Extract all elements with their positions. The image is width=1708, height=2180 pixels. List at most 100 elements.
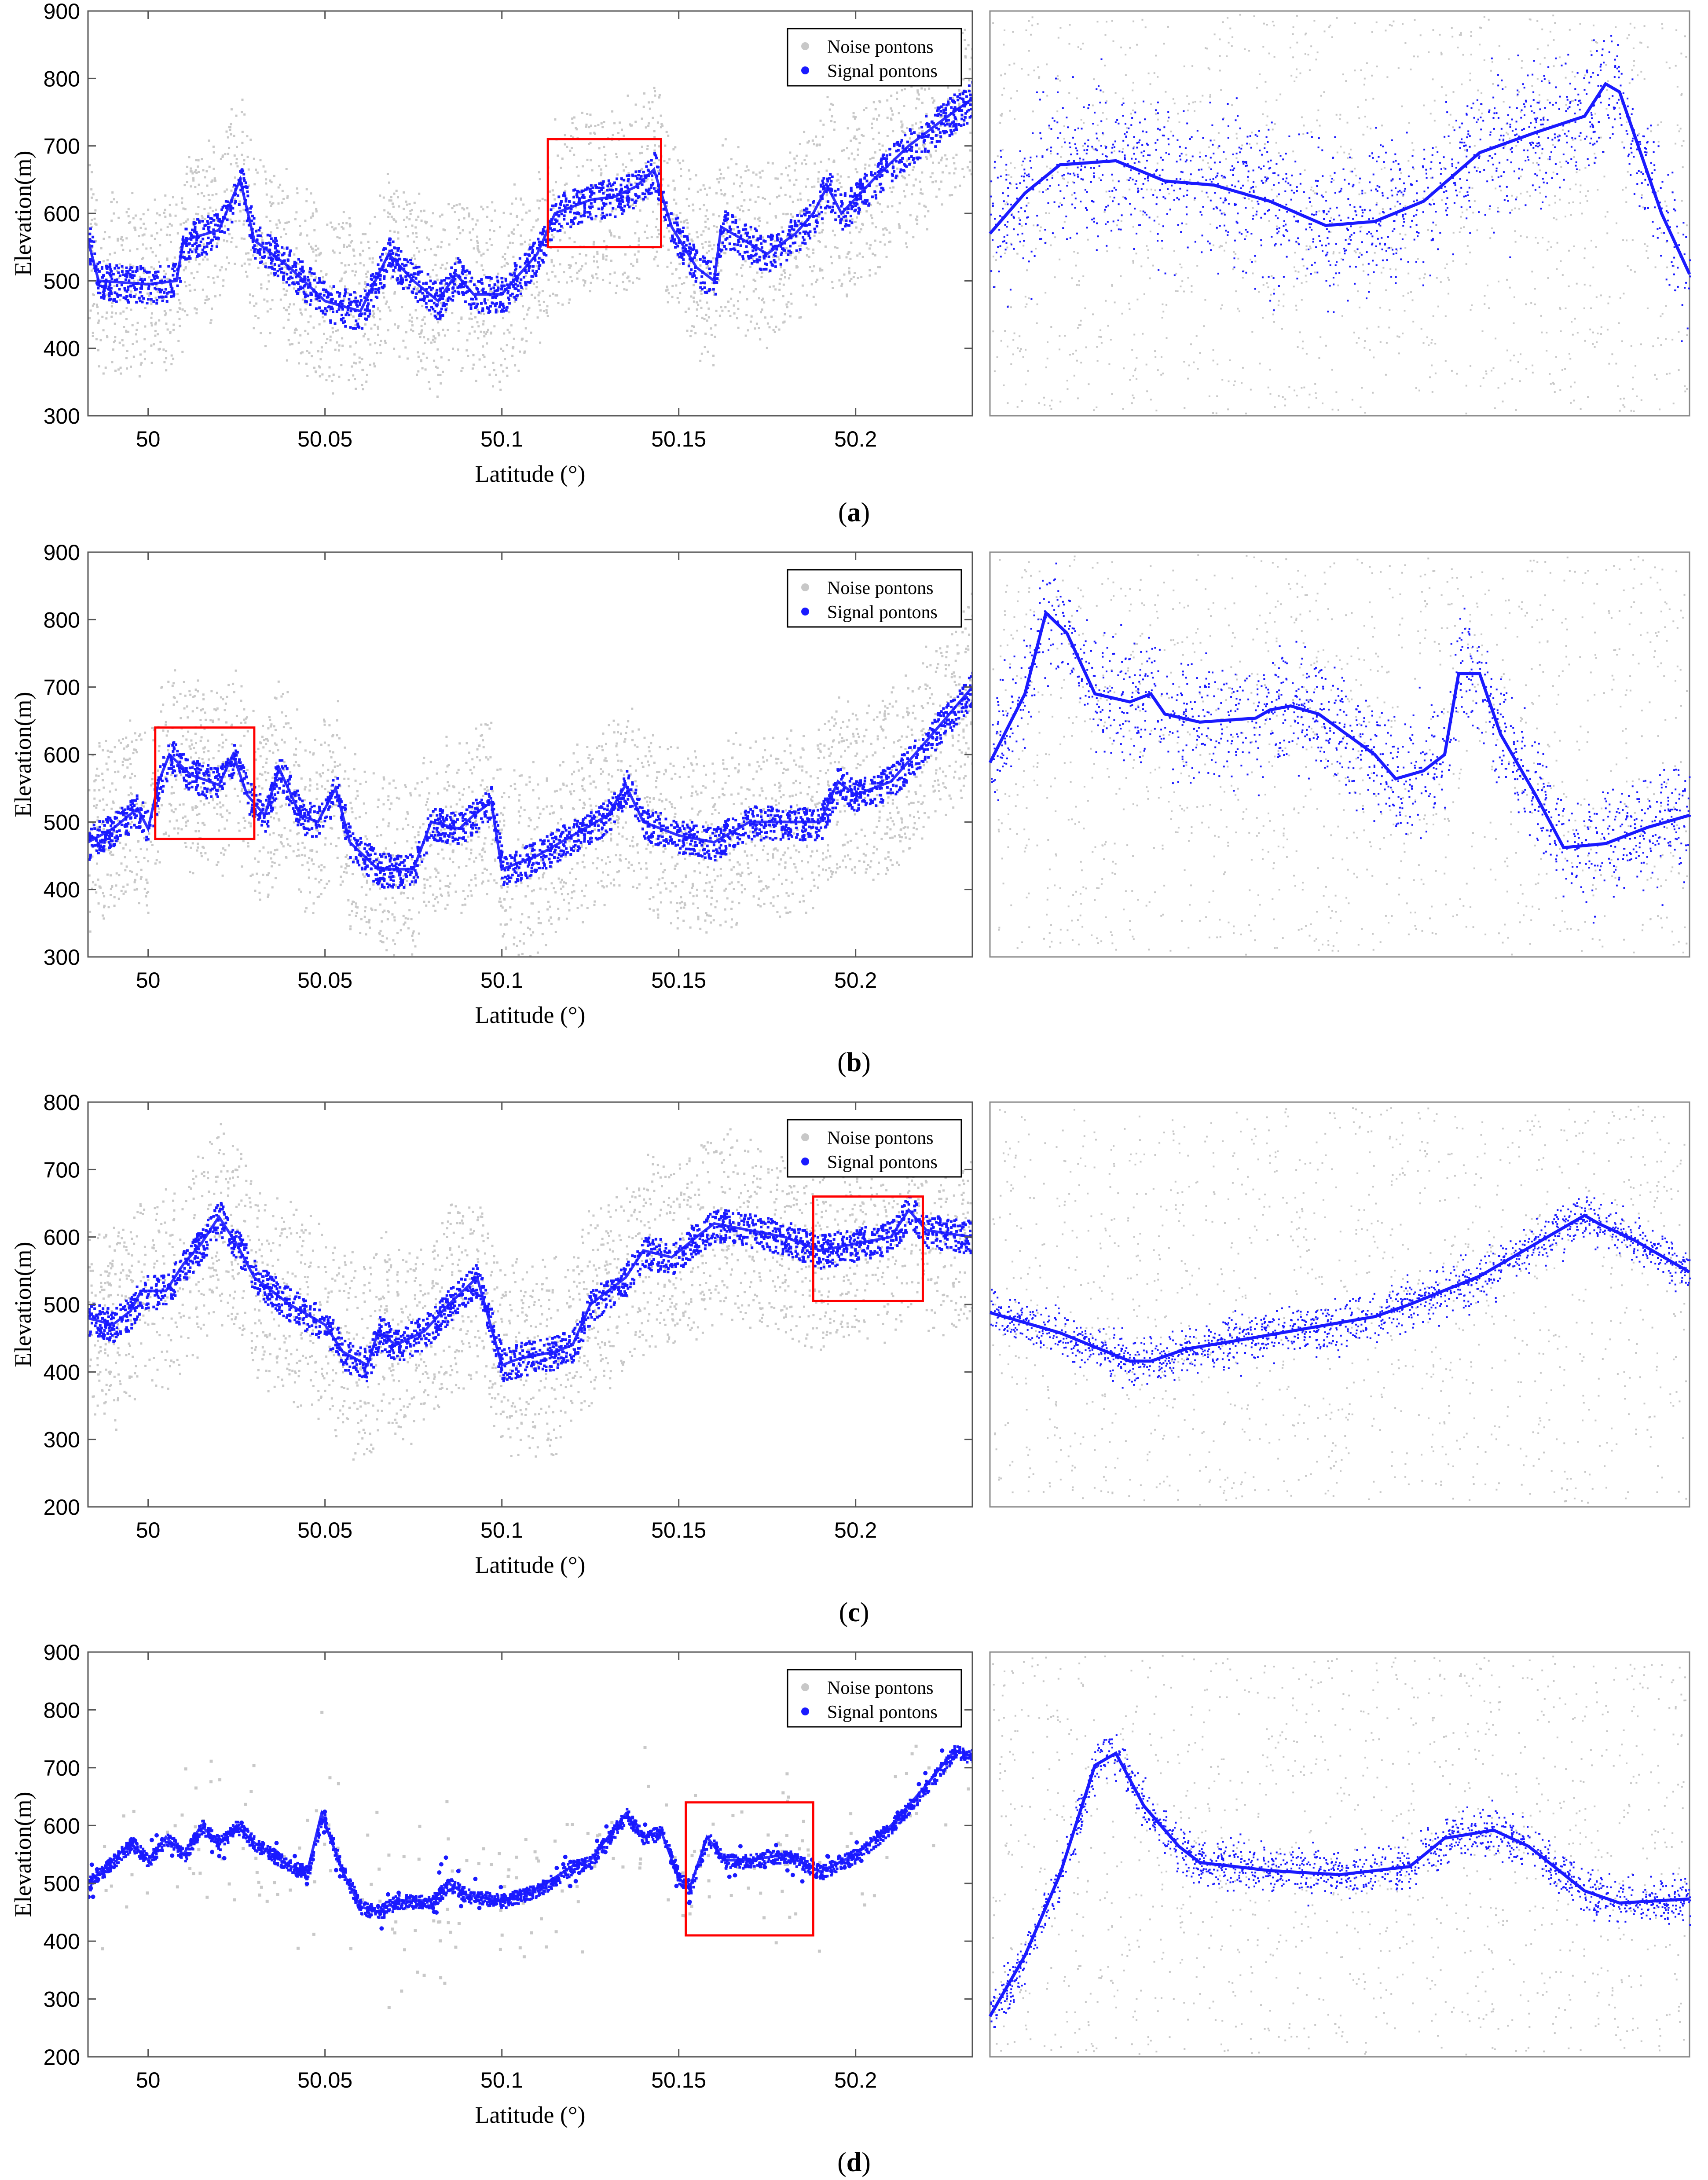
noise-point bbox=[355, 341, 357, 344]
noise-point bbox=[136, 322, 139, 324]
signal-point bbox=[514, 298, 517, 301]
noise-point bbox=[179, 325, 181, 327]
signal-point bbox=[514, 282, 517, 286]
signal-point bbox=[899, 171, 902, 174]
noise-point bbox=[947, 86, 949, 89]
noise-point bbox=[504, 253, 506, 255]
noise-point bbox=[502, 289, 505, 292]
noise-point bbox=[246, 275, 249, 278]
noise-point bbox=[364, 233, 367, 235]
signal-point bbox=[194, 249, 198, 252]
noise-point bbox=[502, 212, 505, 214]
noise-point bbox=[264, 170, 267, 173]
signal-point bbox=[198, 221, 201, 224]
noise-point bbox=[384, 342, 387, 344]
noise-point bbox=[403, 208, 405, 210]
signal-point bbox=[334, 322, 337, 325]
signal-point bbox=[602, 215, 605, 218]
signal-point bbox=[801, 242, 804, 245]
signal-point bbox=[104, 282, 107, 285]
noise-point bbox=[326, 223, 329, 226]
signal-point bbox=[446, 290, 449, 293]
noise-point bbox=[718, 215, 721, 217]
signal-point bbox=[288, 267, 291, 271]
signal-point bbox=[195, 238, 198, 241]
noise-point bbox=[655, 226, 657, 228]
noise-point bbox=[512, 346, 515, 348]
signal-point bbox=[716, 277, 719, 280]
noise-point bbox=[260, 287, 263, 289]
noise-point bbox=[705, 251, 708, 254]
signal-point bbox=[641, 183, 644, 186]
noise-point bbox=[577, 174, 580, 177]
noise-point bbox=[253, 183, 256, 186]
signal-point bbox=[101, 276, 104, 279]
noise-point bbox=[443, 229, 446, 231]
noise-point bbox=[651, 179, 653, 181]
signal-point bbox=[121, 265, 124, 268]
noise-point bbox=[454, 211, 456, 213]
noise-point bbox=[964, 29, 966, 31]
signal-point bbox=[590, 190, 594, 193]
noise-point bbox=[539, 199, 541, 202]
signal-point bbox=[603, 204, 606, 207]
signal-point bbox=[265, 246, 268, 249]
signal-point bbox=[258, 249, 261, 252]
noise-point bbox=[865, 210, 868, 213]
signal-point bbox=[626, 199, 629, 202]
signal-point bbox=[334, 300, 337, 303]
signal-point bbox=[304, 295, 307, 298]
noise-point bbox=[733, 228, 735, 231]
noise-point bbox=[762, 297, 764, 300]
noise-point bbox=[602, 278, 605, 281]
noise-point bbox=[440, 246, 443, 249]
noise-point bbox=[323, 320, 326, 322]
noise-point bbox=[94, 209, 97, 212]
signal-point bbox=[139, 287, 142, 290]
noise-point bbox=[707, 350, 709, 353]
signal-point bbox=[910, 146, 913, 149]
signal-point bbox=[238, 203, 241, 206]
signal-point bbox=[822, 187, 825, 191]
noise-point bbox=[803, 131, 806, 133]
noise-point bbox=[512, 272, 514, 275]
noise-point bbox=[918, 127, 920, 130]
noise-point bbox=[284, 271, 287, 274]
noise-point bbox=[613, 122, 616, 125]
noise-point bbox=[671, 285, 674, 287]
noise-point bbox=[475, 380, 477, 382]
noise-point bbox=[441, 264, 444, 266]
noise-point bbox=[646, 148, 649, 150]
noise-point bbox=[953, 172, 956, 175]
signal-point bbox=[391, 259, 393, 262]
signal-point bbox=[537, 267, 540, 270]
noise-point bbox=[150, 300, 152, 303]
noise-point bbox=[148, 276, 150, 278]
noise-point bbox=[483, 355, 486, 358]
signal-point bbox=[129, 275, 132, 278]
noise-point bbox=[416, 317, 418, 319]
signal-point bbox=[428, 286, 431, 289]
signal-point bbox=[356, 324, 359, 327]
noise-point bbox=[194, 259, 197, 261]
noise-point bbox=[205, 295, 208, 298]
noise-point bbox=[909, 141, 912, 143]
noise-point bbox=[148, 294, 150, 297]
signal-point bbox=[102, 274, 105, 277]
noise-point bbox=[660, 126, 662, 128]
signal-point bbox=[577, 202, 580, 204]
noise-point bbox=[568, 237, 571, 240]
noise-point bbox=[921, 171, 924, 174]
signal-point bbox=[182, 250, 185, 253]
noise-point bbox=[641, 168, 643, 170]
noise-point bbox=[315, 254, 318, 257]
noise-point bbox=[293, 331, 296, 334]
signal-point bbox=[349, 326, 352, 329]
signal-point bbox=[493, 295, 496, 298]
noise-point bbox=[502, 349, 505, 352]
noise-point bbox=[869, 158, 872, 161]
noise-point bbox=[524, 327, 527, 330]
noise-point bbox=[395, 251, 398, 254]
noise-point bbox=[337, 329, 339, 332]
signal-point bbox=[453, 289, 456, 293]
